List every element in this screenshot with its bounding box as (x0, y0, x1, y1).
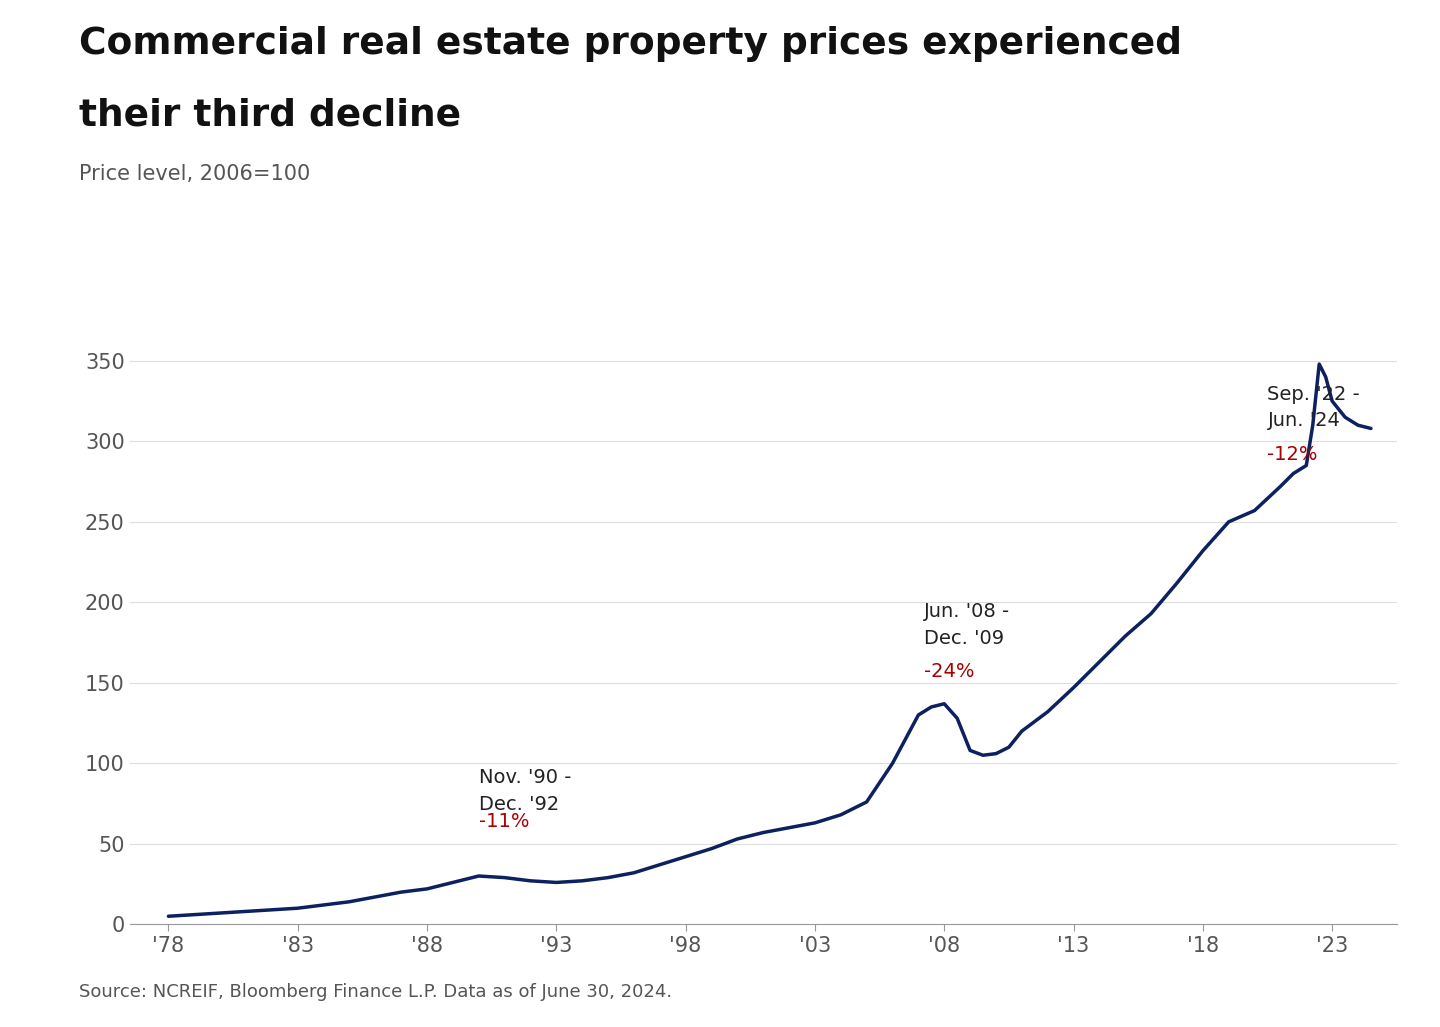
Text: Sep. '22 -
Jun. '24: Sep. '22 - Jun. '24 (1267, 385, 1361, 430)
Text: their third decline: their third decline (79, 98, 461, 134)
Text: -24%: -24% (923, 661, 973, 681)
Text: -12%: -12% (1267, 445, 1318, 463)
Text: Price level, 2006=100: Price level, 2006=100 (79, 164, 311, 184)
Text: Jun. '08 -
Dec. '09: Jun. '08 - Dec. '09 (923, 602, 1009, 648)
Text: -11%: -11% (478, 811, 530, 831)
Text: Nov. '90 -
Dec. '92: Nov. '90 - Dec. '92 (478, 768, 572, 813)
Text: Source: NCREIF, Bloomberg Finance L.P. Data as of June 30, 2024.: Source: NCREIF, Bloomberg Finance L.P. D… (79, 983, 672, 1001)
Text: Commercial real estate property prices experienced: Commercial real estate property prices e… (79, 26, 1182, 62)
